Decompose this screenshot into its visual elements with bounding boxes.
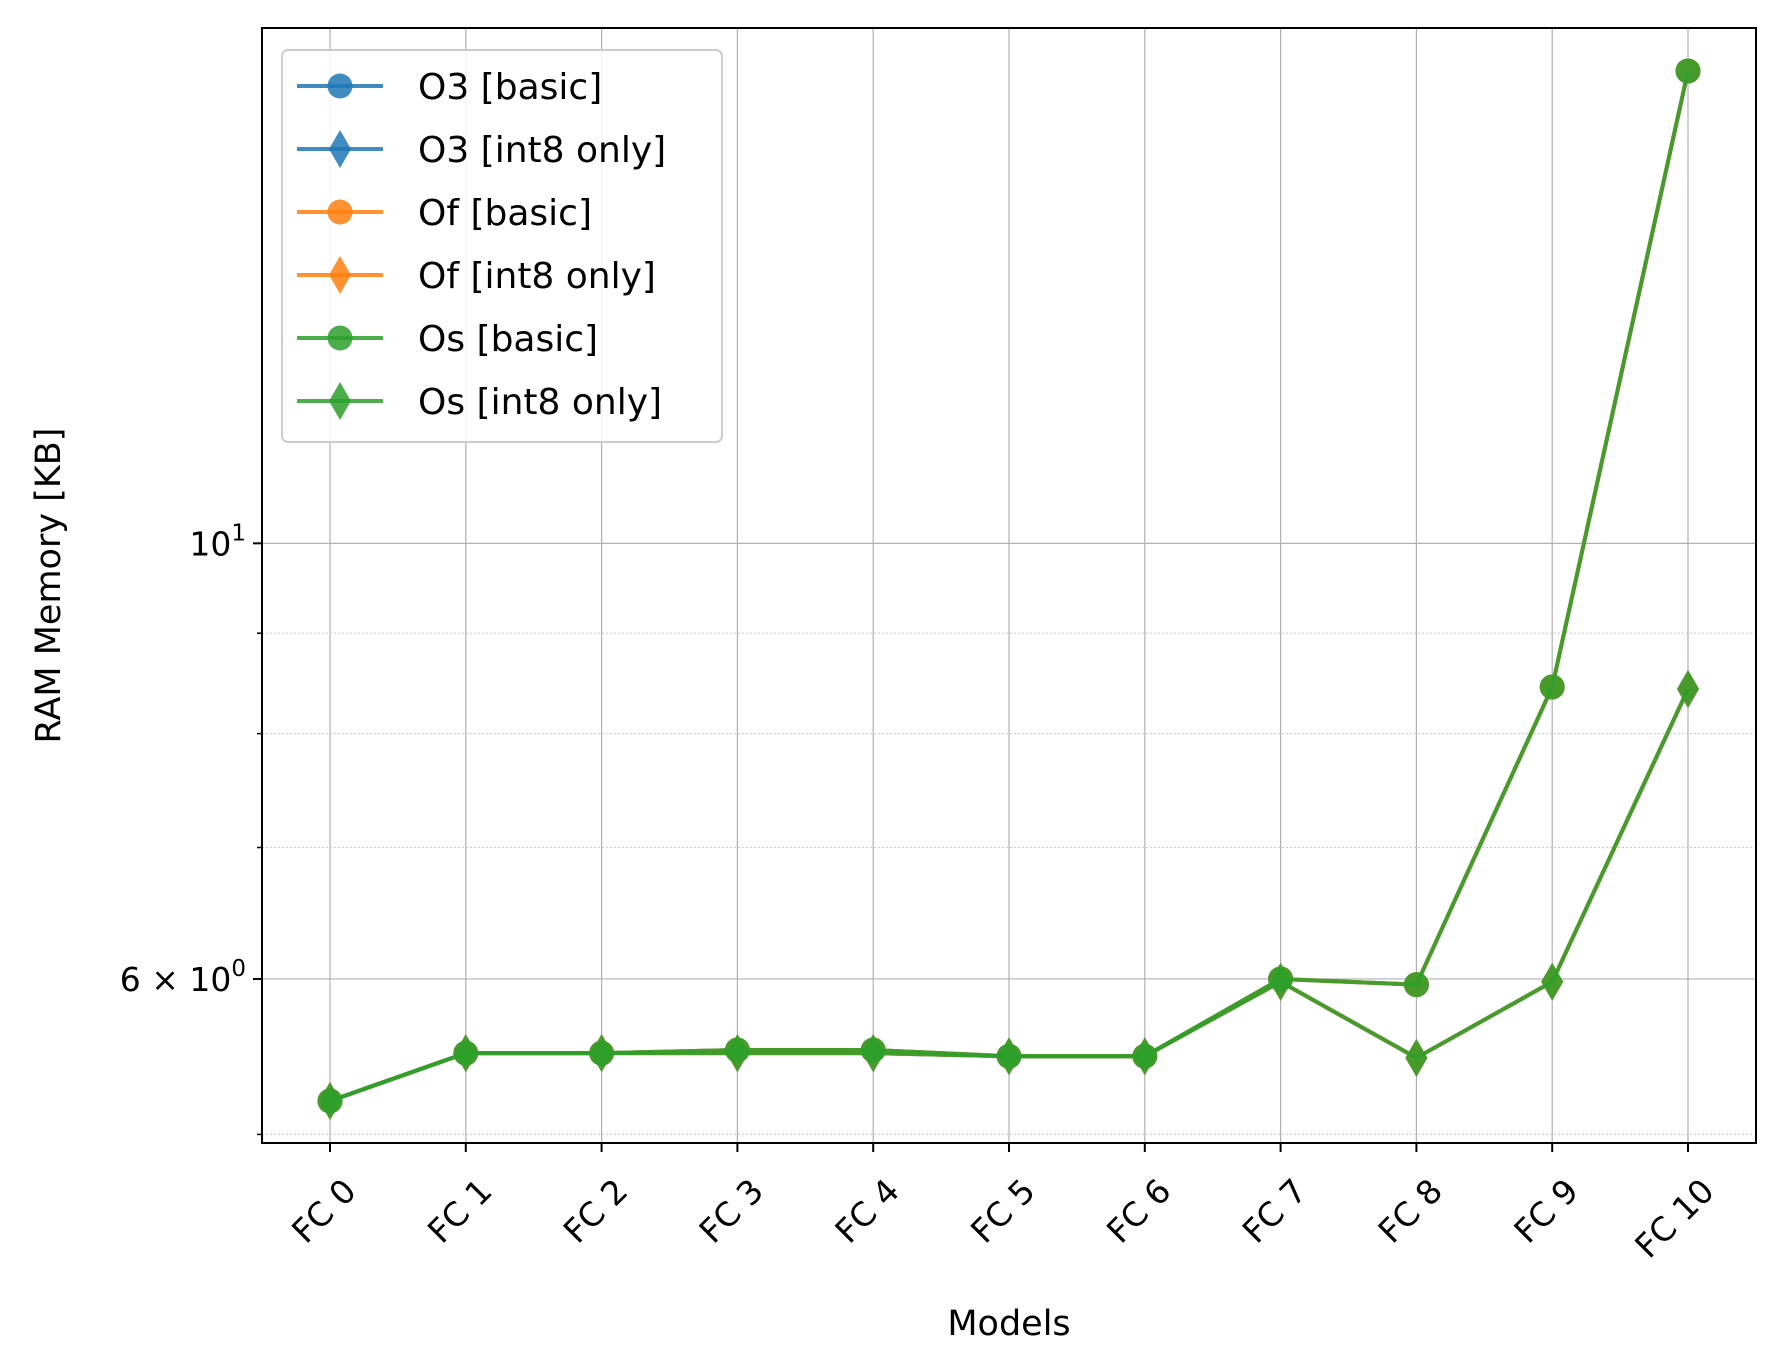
legend-item: Of [int8 only] bbox=[297, 256, 656, 297]
legend-label: O3 [int8 only] bbox=[418, 130, 666, 171]
legend-item: Of [basic] bbox=[297, 193, 592, 234]
x-axis-label: Models bbox=[947, 1304, 1070, 1344]
diamond-marker bbox=[1405, 1038, 1428, 1077]
y-axis: 101 6 × 100 bbox=[120, 520, 262, 1136]
y-tick-label: 101 bbox=[189, 520, 246, 563]
circle-marker bbox=[327, 73, 353, 99]
circle-marker bbox=[327, 199, 353, 225]
diamond-marker bbox=[998, 1037, 1020, 1076]
diamond-marker bbox=[1133, 1037, 1156, 1076]
legend-label: Os [int8 only] bbox=[418, 382, 662, 423]
circle-marker bbox=[1539, 674, 1565, 700]
legend-box bbox=[281, 49, 723, 443]
y-axis-label: RAM Memory [KB] bbox=[29, 428, 69, 744]
circle-marker bbox=[327, 325, 353, 351]
diamond-marker bbox=[329, 382, 351, 420]
diamond-marker bbox=[329, 130, 351, 168]
grid bbox=[262, 28, 1756, 1143]
circle-marker bbox=[1403, 972, 1429, 998]
legend-label: Os [basic] bbox=[418, 319, 598, 360]
legend-item: O3 [int8 only] bbox=[297, 130, 666, 171]
legend-label: O3 [basic] bbox=[418, 67, 602, 108]
diamond-marker bbox=[726, 1034, 749, 1073]
legend: O3 [basic] O3 [int8 only] Of [basic] Of [in… bbox=[281, 49, 723, 443]
legend-item: O3 [basic] bbox=[297, 67, 602, 108]
diamond-marker bbox=[1541, 962, 1564, 1001]
legend-label: Of [basic] bbox=[418, 193, 592, 234]
diamond-marker bbox=[1677, 669, 1699, 708]
diamond-marker bbox=[329, 256, 351, 294]
circle-marker bbox=[1675, 58, 1701, 84]
legend-item: Os [int8 only] bbox=[297, 382, 662, 423]
diamond-marker bbox=[454, 1034, 477, 1073]
legend-label: Of [int8 only] bbox=[418, 256, 656, 297]
diamond-marker bbox=[1269, 962, 1292, 1001]
legend-item: Os [basic] bbox=[297, 319, 598, 360]
series-group bbox=[317, 58, 1701, 1120]
series-os-int8-only bbox=[319, 669, 1699, 1120]
diamond-marker bbox=[590, 1034, 613, 1073]
diamond-marker bbox=[319, 1081, 341, 1120]
diamond-marker bbox=[862, 1034, 885, 1073]
y-tick-label: 6 × 100 bbox=[120, 956, 246, 999]
